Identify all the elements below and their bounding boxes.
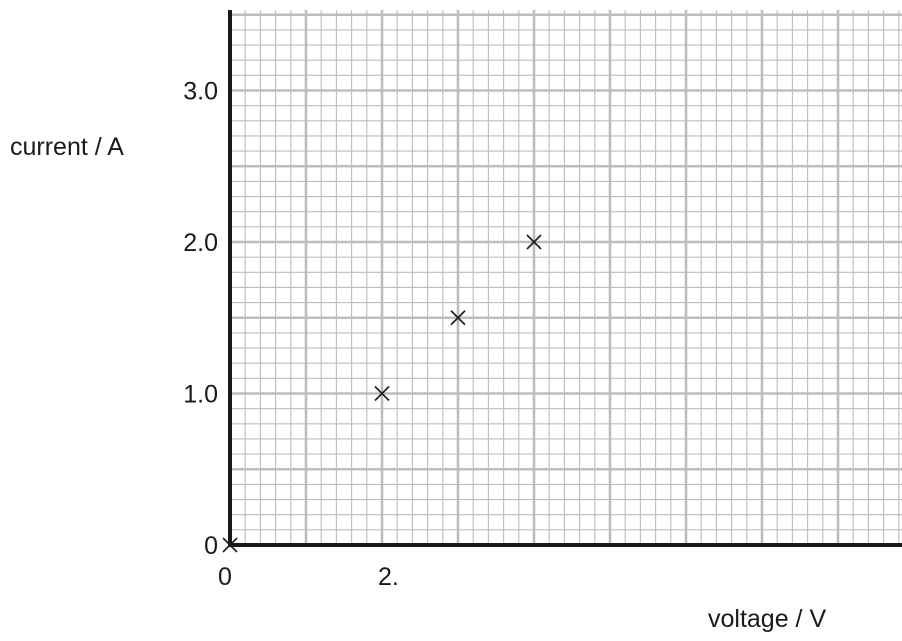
x-axis-label: voltage / V — [708, 605, 826, 633]
data-point-marker — [222, 537, 238, 553]
marker-stroke — [374, 385, 390, 402]
y-tick-label: 0 — [204, 532, 218, 560]
y-tick-label: 1.0 — [183, 381, 218, 409]
data-point-marker — [374, 385, 390, 402]
data-point-marker — [450, 310, 466, 326]
marker-stroke — [526, 234, 542, 250]
data-points — [222, 234, 542, 553]
marker-stroke — [450, 310, 466, 326]
y-tick-label: 3.0 — [183, 78, 218, 106]
y-tick-labels: 0 1.0 2.0 3.0 — [183, 78, 218, 561]
x-tick-labels: 0 2. — [218, 563, 399, 591]
x-tick-label: 2. — [378, 563, 399, 591]
grid-minor-lines — [230, 10, 902, 545]
marker-stroke — [222, 537, 238, 553]
data-point-marker — [526, 234, 542, 250]
y-axis-label: current / A — [10, 133, 124, 161]
y-tick-label: 2.0 — [183, 229, 218, 257]
grid-major-lines — [228, 10, 902, 547]
x-tick-label: 0 — [218, 563, 232, 591]
